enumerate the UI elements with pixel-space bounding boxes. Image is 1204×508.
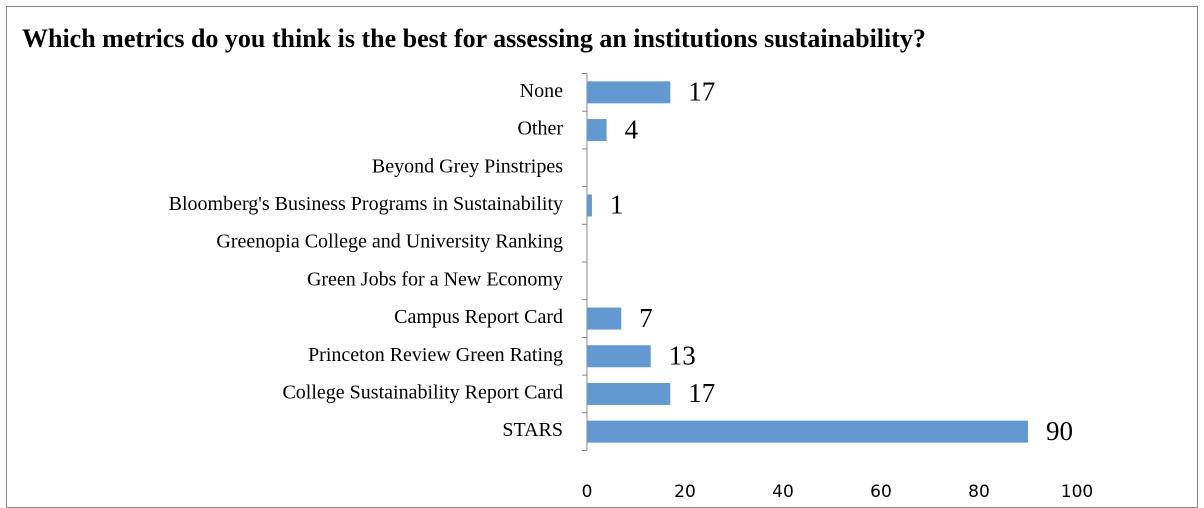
- data-label: 17: [688, 378, 715, 408]
- bar: [587, 420, 1028, 443]
- x-tick-label: 80: [968, 482, 990, 502]
- category-label: Beyond Grey Pinstripes: [372, 155, 563, 177]
- category-label: Princeton Review Green Rating: [308, 344, 563, 366]
- bar: [587, 81, 671, 104]
- x-tick-label: 60: [870, 482, 892, 502]
- x-tick-label: 40: [772, 482, 794, 502]
- bar: [587, 307, 622, 330]
- category-label: Greenopia College and University Ranking: [216, 231, 563, 253]
- bar: [587, 345, 651, 368]
- category-label: None: [520, 80, 563, 102]
- data-label: 4: [625, 114, 639, 144]
- category-label: Campus Report Card: [394, 306, 563, 328]
- category-label: Other: [517, 118, 563, 140]
- category-label: Green Jobs for a New Economy: [307, 268, 563, 290]
- bar: [587, 194, 592, 217]
- chart-title: Which metrics do you think is the best f…: [22, 24, 926, 53]
- x-tick-label: 0: [582, 482, 593, 502]
- category-label: Bloomberg's Business Programs in Sustain…: [169, 193, 563, 215]
- x-tick-label: 20: [674, 482, 696, 502]
- data-label: 13: [669, 340, 696, 370]
- data-label: 1: [610, 190, 624, 220]
- data-label: 7: [639, 303, 653, 333]
- category-label: College Sustainability Report Card: [282, 382, 563, 404]
- data-label: 17: [688, 77, 715, 107]
- x-tick-label: 100: [1061, 482, 1093, 502]
- data-label: 90: [1046, 416, 1073, 446]
- category-label: STARS: [502, 419, 563, 441]
- bar: [587, 119, 607, 142]
- bar: [587, 382, 671, 405]
